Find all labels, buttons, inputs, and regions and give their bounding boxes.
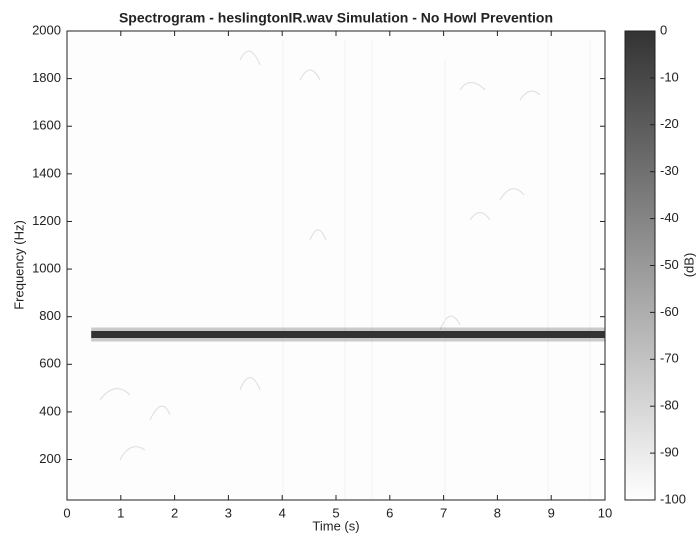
x-tick-label: 1 (117, 505, 124, 520)
x-axis-label: Time (s) (312, 518, 359, 533)
y-tick-label: 400 (39, 403, 61, 418)
colorbar-tick-label: -80 (660, 398, 679, 413)
colorbar-tick-label: -90 (660, 445, 679, 460)
x-tick-label: 5 (332, 505, 339, 520)
y-tick-label: 1600 (32, 118, 61, 133)
x-tick-label: 9 (548, 505, 555, 520)
plot-area (67, 31, 605, 500)
x-tick-label: 3 (225, 505, 232, 520)
x-tick-label: 2 (171, 505, 178, 520)
colorbar-tick-label: -40 (660, 210, 679, 225)
y-axis-label: Frequency (Hz) (11, 220, 26, 310)
colorbar-label: (dB) (681, 253, 696, 278)
y-tick-label: 200 (39, 451, 61, 466)
colorbar-tick-label: -60 (660, 304, 679, 319)
y-tick-label: 1400 (32, 165, 61, 180)
x-tick-label: 7 (440, 505, 447, 520)
y-tick-label: 1200 (32, 213, 61, 228)
chart-title: Spectrogram - heslingtonIR.wav Simulatio… (119, 10, 553, 26)
y-tick-label: 800 (39, 308, 61, 323)
colorbar-tick-label: -30 (660, 163, 679, 178)
x-tick-label: 6 (386, 505, 393, 520)
spectral-texture (99, 40, 591, 500)
colorbar-tick-label: -100 (660, 491, 686, 506)
y-tick-label: 2000 (32, 22, 61, 37)
y-tick-label: 600 (39, 356, 61, 371)
colorbar-tick-label: -20 (660, 116, 679, 131)
x-tick-label: 0 (63, 505, 70, 520)
x-tick-label: 10 (598, 505, 612, 520)
x-tick-label: 4 (279, 505, 286, 520)
x-tick-label: 8 (494, 505, 501, 520)
colorbar-tick-label: 0 (660, 22, 667, 37)
y-tick-label: 1000 (32, 261, 61, 276)
y-tick-label: 1800 (32, 70, 61, 85)
colorbar-tick-label: -70 (660, 351, 679, 366)
colorbar-tick-label: -10 (660, 69, 679, 84)
colorbar-tick-label: -50 (660, 257, 679, 272)
